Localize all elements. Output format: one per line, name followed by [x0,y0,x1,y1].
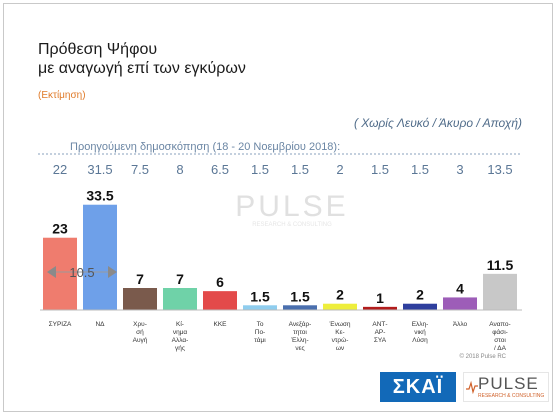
bar [43,237,77,310]
pulse-logo-name: PULSE [478,374,539,393]
title-line-2: με αναγωγή επί των εγκύρων [38,60,246,77]
category-label: ΑΝΤ- [372,321,387,328]
category-label: τάμι [254,336,266,344]
data-label: 1.5 [250,288,270,304]
bar [443,297,477,310]
category-label: Πο- [255,329,265,336]
category-label: Ελλη- [412,321,429,328]
skai-logo: ΣΚΑΪ [380,372,456,402]
data-label: 2 [336,287,344,303]
pulse-logo-tagline: RESEARCH & CONSULTING [478,393,545,399]
bar [163,288,197,310]
category-label: σή [136,329,144,336]
category-label: Ανεξάρ- [289,320,312,328]
category-label: νική [414,329,426,336]
bar [323,303,357,310]
watermark-tagline: RESEARCH & CONSULTING [252,222,332,228]
chart-subtitle: (Εκτίμηση) [38,90,86,101]
data-label: 33.5 [86,188,113,204]
category-label: ων [336,345,344,352]
copyright-text: © 2018 Pulse RC [459,354,506,360]
data-label: 2 [416,287,424,303]
bar [283,305,317,310]
category-label: ΑΡ- [375,329,386,336]
category-label: ΣΥΡΙΖΑ [49,321,72,328]
bar [483,273,517,310]
category-label: Κί- [176,320,184,328]
title-line-1: Πρόθεση Ψήφου [38,41,158,58]
category-label: Κε- [335,329,344,336]
slide-frame [3,3,553,412]
previous-value: 1.5 [251,162,269,177]
pulse-logo: PULSE RESEARCH & CONSULTING [463,372,549,402]
excluded-note: ( Χωρίς Λευκό / Άκυρο / Αποχή) [353,116,522,130]
category-label: / ΔΑ [494,345,507,352]
watermark-text: PULSE [235,190,348,223]
data-label: 7 [176,271,184,287]
data-label: 23 [52,221,68,237]
data-label: 4 [456,280,464,296]
data-label: 11.5 [487,257,514,273]
previous-value: 1.5 [411,162,429,177]
gap-annotation: 10.5 [69,265,94,280]
gap-arrow-left [47,266,56,278]
previous-value: 6.5 [211,162,229,177]
category-label: Έλλη- [290,337,308,344]
previous-value: 13.5 [487,162,512,177]
data-label: 6 [216,274,224,290]
category-label: ντρώ- [332,336,349,344]
category-label: ΚΚΕ [213,321,227,328]
gap-arrow-right [108,266,117,278]
bar [243,305,277,310]
previous-value: 31.5 [87,162,112,177]
category-label: Χρυ- [133,321,147,328]
category-label: νες [295,345,304,352]
bar [363,306,397,310]
category-label: Άλλο [453,321,468,328]
category-label: νημα [173,329,188,336]
bar [403,303,437,310]
category-label: Το [257,321,264,328]
category-label: Αναπο- [489,321,510,328]
category-label: τητοι [293,329,307,336]
previous-value: 8 [176,162,183,177]
category-label: Αλλα- [172,337,189,344]
previous-value: 3 [456,162,463,177]
previous-value: 7.5 [131,162,149,177]
data-label: 1.5 [290,288,310,304]
data-label: 1 [376,290,384,306]
category-label: Αυγή [133,337,148,344]
bar [123,288,157,310]
category-label: Λύση [412,336,428,344]
category-label: ΝΔ [95,321,105,328]
bar [203,291,237,310]
data-label: 7 [136,271,144,287]
category-label: στοι [494,337,506,344]
category-label: Ένωση [328,321,350,328]
previous-value: 22 [53,162,67,177]
previous-poll-label: Προηγούμενη δημοσκόπηση (18 - 20 Νοεμβρί… [70,141,341,153]
category-label: ΣΥΑ [374,337,387,344]
bar [83,204,117,310]
previous-value: 1.5 [371,162,389,177]
chart-title: Πρόθεση Ψήφου με αναγωγή επί των εγκύρων [38,40,246,78]
category-label: φάσι- [492,328,508,336]
pulse-wave-icon [466,380,478,394]
category-label: γής [175,345,185,352]
previous-value: 1.5 [291,162,309,177]
previous-value: 2 [336,162,343,177]
